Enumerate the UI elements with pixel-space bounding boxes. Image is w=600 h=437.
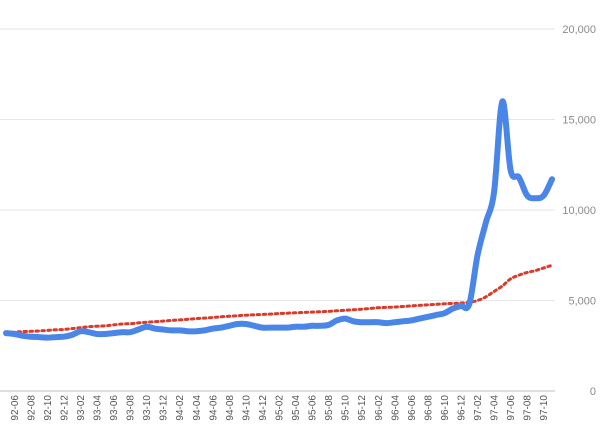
x-tick-label: 95-04	[291, 395, 302, 421]
x-tick-label: 97-06	[506, 395, 517, 421]
y-tick-label: 0	[590, 386, 596, 398]
x-tick-label: 95-08	[324, 395, 335, 421]
x-tick-label: 96-12	[457, 395, 468, 421]
x-tick-label: 94-12	[258, 395, 269, 421]
x-tick-label: 94-04	[192, 395, 203, 421]
x-tick-label: 95-06	[308, 395, 319, 421]
x-tick-label: 93-10	[142, 395, 153, 421]
y-tick-label: 15,000	[562, 115, 596, 127]
x-tick-label: 92-12	[59, 395, 70, 421]
x-tick-label: 96-08	[423, 395, 434, 421]
y-tick-label: 20,000	[562, 24, 596, 36]
x-tick-label: 96-06	[407, 395, 418, 421]
series-line-solid	[3, 98, 555, 341]
gridlines	[0, 28, 555, 392]
x-tick-label: 97-08	[523, 395, 534, 421]
x-tick-label: 97-04	[490, 395, 501, 421]
y-tick-label: 10,000	[562, 205, 596, 217]
x-tick-label: 97-10	[539, 395, 550, 421]
x-tick-label: 92-10	[43, 395, 54, 421]
series-lines	[3, 98, 555, 341]
x-tick-label: 97-02	[473, 395, 484, 421]
x-tick-label: 94-10	[241, 395, 252, 421]
x-tick-label: 95-02	[275, 395, 286, 421]
x-tick-label: 93-02	[76, 395, 87, 421]
x-tick-label: 93-04	[93, 395, 104, 421]
x-tick-label: 94-02	[175, 395, 186, 421]
y-tick-label: 5,000	[568, 296, 596, 308]
x-tick-label: 92-08	[26, 395, 37, 421]
x-tick-label: 93-08	[126, 395, 137, 421]
x-tick-label: 93-06	[109, 395, 120, 421]
x-tick-label: 92-06	[10, 395, 21, 421]
x-axis-tick-labels: 92-06 92-08 92-10 92-12 93-02 93-04 93-06 93-08…	[10, 395, 550, 421]
x-tick-label: 96-02	[374, 395, 385, 421]
x-tick-label: 95-10	[341, 395, 352, 421]
x-tick-label: 96-04	[390, 395, 401, 421]
x-tick-label: 96-10	[440, 395, 451, 421]
x-tick-label: 94-08	[225, 395, 236, 421]
x-tick-label: 94-06	[208, 395, 219, 421]
x-tick-label: 93-12	[159, 395, 170, 421]
y-axis-tick-labels: 0 5,000 10,000 15,000 20,000	[562, 24, 596, 398]
x-tick-label: 95-12	[357, 395, 368, 421]
